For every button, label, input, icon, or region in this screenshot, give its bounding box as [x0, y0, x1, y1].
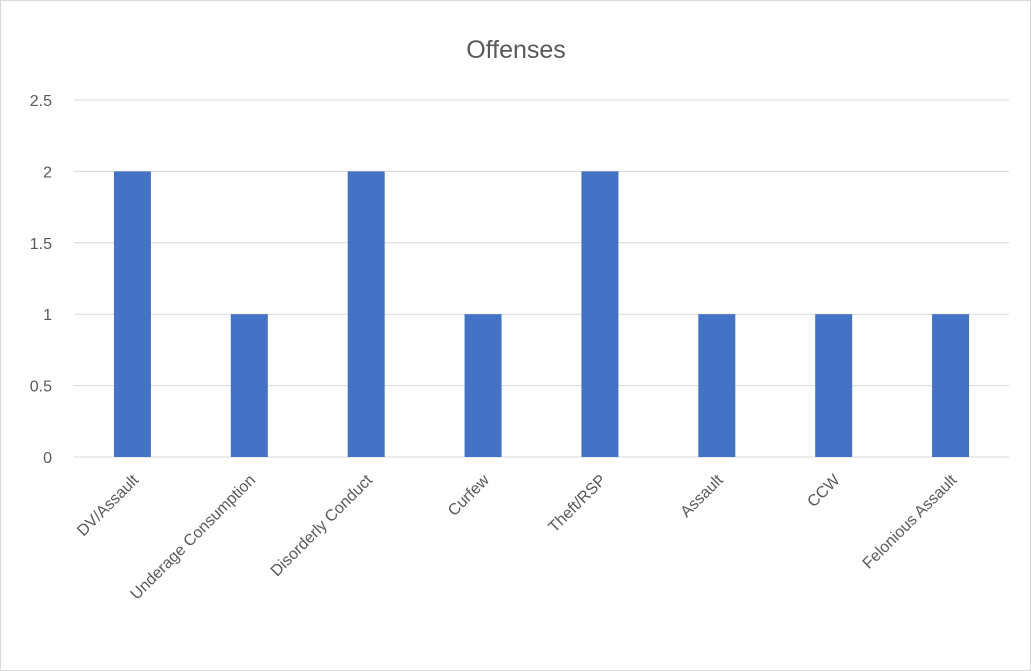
bar-disorderly-conduct — [347, 171, 385, 457]
bar-felonious-assault — [932, 314, 970, 457]
bar-curfew — [464, 314, 502, 457]
x-category-label: Assault — [678, 471, 728, 521]
gridlines — [74, 99, 1009, 458]
y-tick-label: 1 — [43, 307, 52, 324]
bar-dv-assault — [113, 171, 151, 457]
y-tick-label: 2 — [43, 164, 52, 181]
y-tick-label: 2.5 — [30, 93, 52, 110]
y-tick-label: 0.5 — [30, 379, 52, 396]
x-category-label: Theft/RSP — [546, 472, 610, 536]
y-axis-ticks: 0 0.5 1 1.5 2 2.5 — [30, 93, 52, 467]
x-category-label: Disorderly Conduct — [268, 471, 377, 580]
bar-underage-consumption — [230, 314, 268, 457]
y-tick-label: 1.5 — [30, 236, 52, 253]
y-tick-label: 0 — [43, 450, 52, 467]
bar-assault — [698, 314, 736, 457]
x-category-label: Curfew — [445, 471, 493, 519]
x-category-label: Felonious Assault — [860, 471, 961, 572]
bars — [113, 171, 970, 457]
x-category-label: Underage Consumption — [128, 472, 260, 604]
x-category-label: CCW — [804, 471, 844, 511]
x-category-label: DV/Assault — [74, 471, 142, 539]
chart-title: Offenses — [466, 36, 566, 64]
bar-ccw — [815, 314, 853, 457]
bar-theft-rsp — [581, 171, 619, 457]
